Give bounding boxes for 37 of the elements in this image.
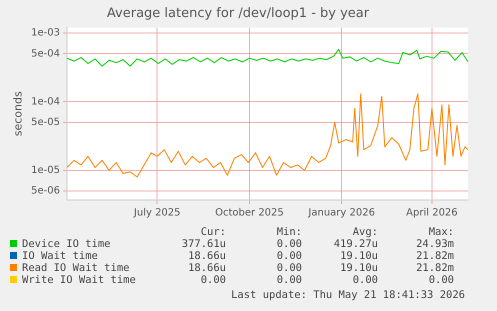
x-tick-label: January 2026 — [307, 208, 375, 219]
text: 0.00 — [276, 238, 302, 250]
text: 19.10u — [339, 250, 378, 262]
text: 377.61u — [180, 238, 226, 250]
text: Last update: Thu May 21 18:41:33 2026 — [231, 289, 465, 301]
text: 419.27u — [332, 238, 378, 250]
text: 0.00 — [276, 250, 302, 262]
text: 21.82m — [415, 262, 454, 274]
legend-label: Write IO Wait time — [21, 274, 137, 286]
x-tick-label: October 2025 — [215, 208, 284, 219]
text: 0.00 — [276, 262, 302, 274]
text: 0.00 — [428, 274, 454, 286]
text: 0.00 — [200, 274, 226, 286]
chart-title: Average latency for /dev/loop1 - by year — [106, 6, 370, 22]
text: 19.10u — [339, 262, 378, 274]
legend-label: Read IO Wait time — [21, 262, 130, 274]
y-tick-label: 1e-05 — [31, 164, 60, 176]
text: Max: — [428, 226, 454, 238]
text: 0.00 — [276, 274, 302, 286]
y-tick-label: 1e-04 — [31, 96, 60, 108]
y-tick-label: 5e-06 — [31, 186, 60, 197]
y-tick-label: 5e-05 — [31, 116, 60, 128]
text: Cur: — [200, 226, 226, 238]
text: 18.66u — [187, 250, 226, 262]
text: 18.66u — [187, 262, 226, 274]
legend-label: Device IO time — [21, 238, 112, 250]
legend-label: IO Wait time — [21, 250, 99, 262]
text: 24.93m — [415, 238, 454, 250]
y-tick-label: 1e-03 — [31, 28, 60, 39]
text: 21.82m — [415, 250, 454, 262]
x-tick-label: July 2025 — [132, 208, 181, 219]
text: Min: — [276, 226, 302, 238]
x-tick-label: April 2026 — [406, 208, 458, 219]
y-tick-label: 5e-04 — [31, 48, 60, 60]
y-axis-title: seconds — [11, 91, 24, 136]
text: 0.00 — [352, 274, 378, 286]
text: Avg: — [352, 226, 378, 238]
